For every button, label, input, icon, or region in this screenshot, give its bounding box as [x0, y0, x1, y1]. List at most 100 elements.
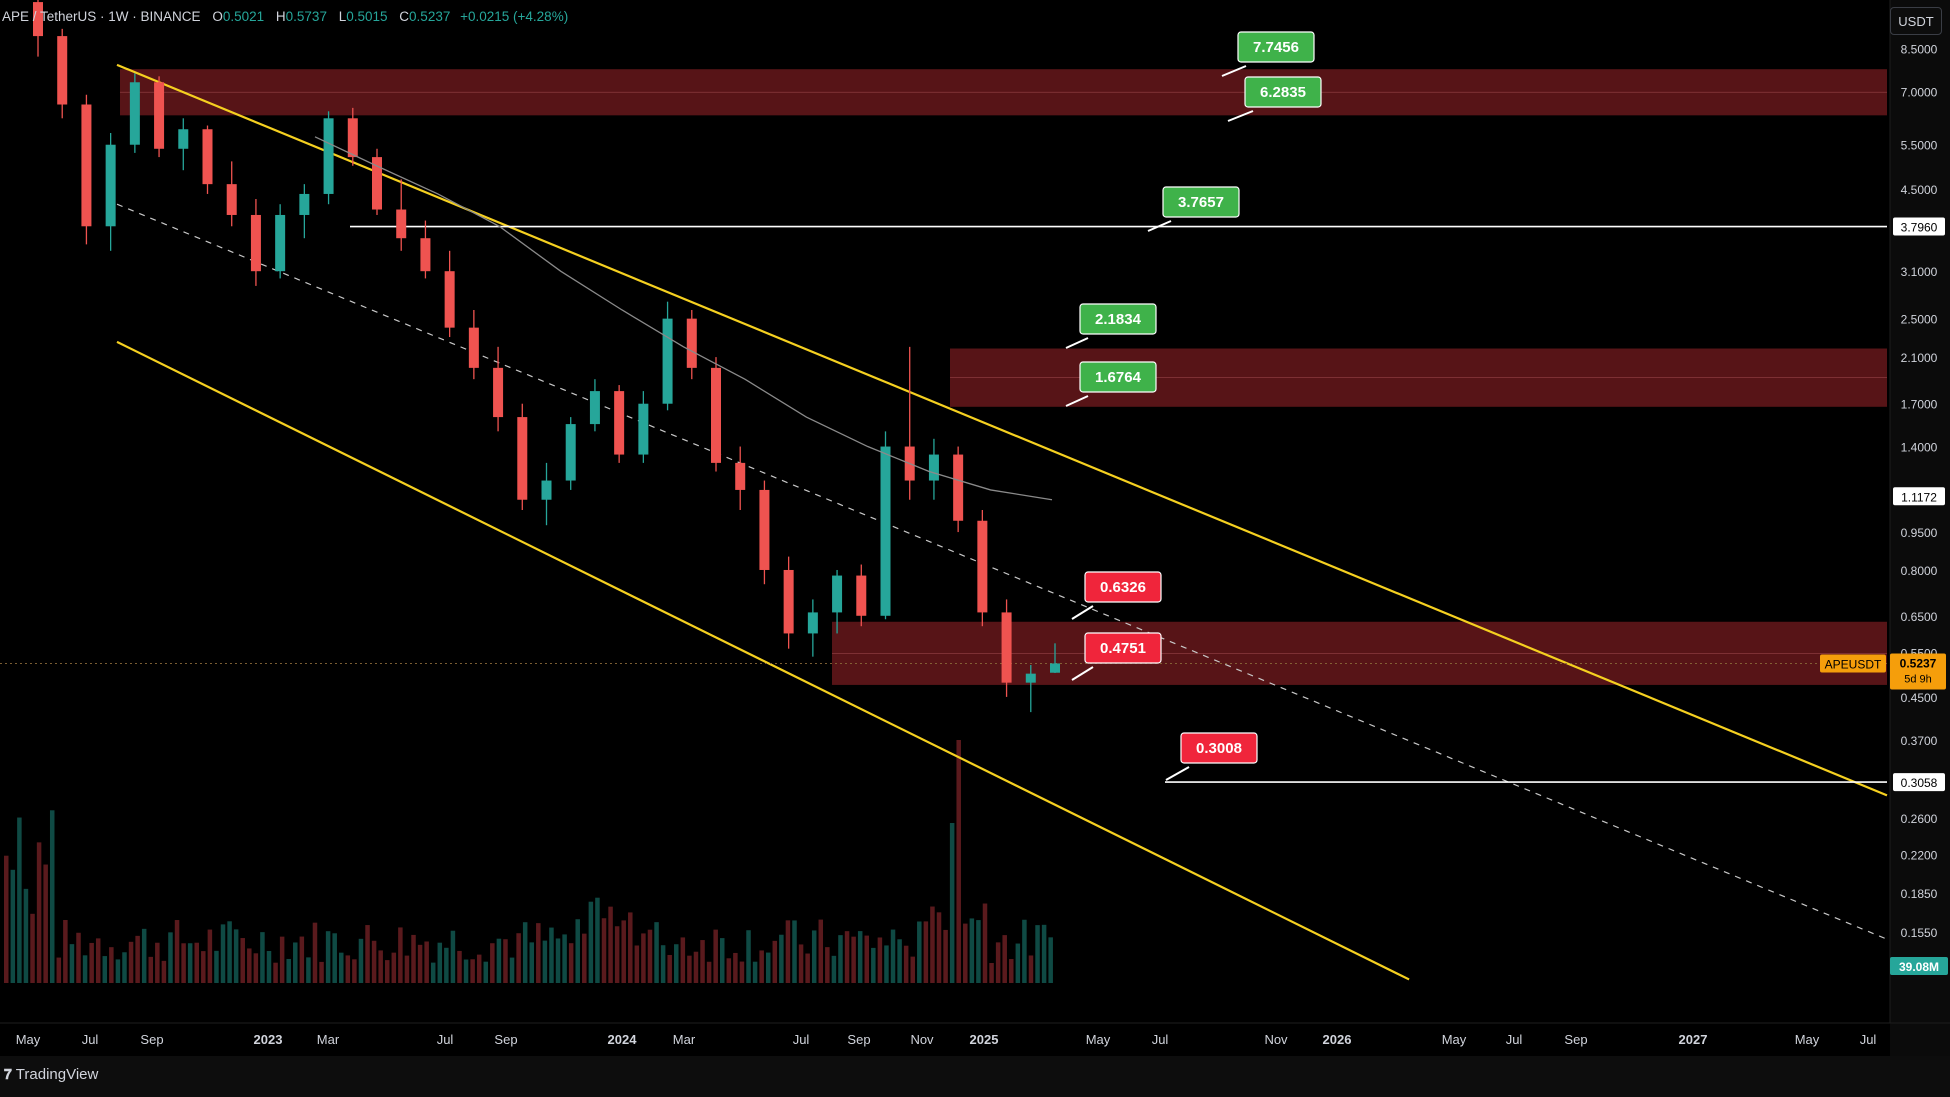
low-label: L: [338, 9, 347, 24]
currency-button[interactable]: USDT: [1890, 7, 1942, 35]
candle-body[interactable]: [81, 104, 92, 227]
callout-label: 0.3008: [1196, 740, 1242, 757]
volume-bar: [325, 931, 331, 983]
time-axis-label: Nov: [910, 1032, 934, 1047]
candle-body[interactable]: [33, 2, 43, 37]
candle-body[interactable]: [928, 454, 939, 481]
candle-body[interactable]: [589, 391, 600, 425]
candle-body[interactable]: [493, 367, 504, 418]
candle-body[interactable]: [807, 612, 818, 634]
volume-bar: [903, 945, 909, 983]
callout-label: 0.6326: [1100, 579, 1146, 596]
candle-body[interactable]: [275, 214, 286, 272]
time-axis-label: Jul: [793, 1032, 810, 1047]
candle-body[interactable]: [783, 569, 794, 634]
volume-bar: [772, 940, 778, 983]
price-target-callout[interactable]: [1084, 632, 1162, 664]
candle-body[interactable]: [372, 157, 382, 210]
volume-bar: [411, 934, 416, 983]
candle-body[interactable]: [1050, 663, 1060, 673]
price-target-callout[interactable]: [1084, 571, 1162, 603]
price-target-callout[interactable]: [1244, 76, 1322, 108]
candle-body[interactable]: [323, 118, 334, 194]
volume-bar: [779, 934, 784, 983]
candle-body[interactable]: [250, 214, 261, 272]
price-target-callout[interactable]: [1237, 31, 1315, 63]
volume-bar: [516, 933, 521, 983]
candle-body[interactable]: [711, 367, 721, 463]
candle-body[interactable]: [565, 424, 576, 481]
candle-body[interactable]: [662, 318, 673, 404]
volume-bar: [713, 929, 718, 983]
candle-body[interactable]: [1025, 673, 1036, 683]
callout-label: 3.7657: [1178, 194, 1224, 211]
price-axis-label: 1.7000: [1901, 398, 1938, 412]
channel-lower-line: [116, 340, 1410, 981]
candle-body[interactable]: [105, 144, 116, 227]
candle-body[interactable]: [759, 489, 770, 570]
candle-body[interactable]: [202, 129, 213, 185]
price-target-callout[interactable]: [1079, 361, 1157, 393]
volume-bar: [194, 942, 199, 983]
volume-bar: [555, 938, 561, 983]
volume-bar: [247, 948, 252, 983]
candle-body[interactable]: [468, 327, 479, 368]
candle-body[interactable]: [57, 36, 68, 105]
candle-body[interactable]: [686, 318, 697, 368]
time-axis-label: Jul: [1152, 1032, 1169, 1047]
candle-body[interactable]: [638, 403, 649, 455]
volume-bar: [470, 959, 475, 983]
callout-pointer: [1227, 110, 1254, 122]
callout-pointer: [1071, 605, 1094, 620]
volume-bar: [575, 919, 580, 983]
tradingview-brand[interactable]: 𝟕 TradingView: [4, 1066, 98, 1083]
price-axis-label: 0.3058: [1901, 776, 1938, 790]
time-axis-label: May: [16, 1032, 41, 1047]
candle-body[interactable]: [517, 417, 528, 500]
volume-bar: [1028, 955, 1034, 983]
volume-bar: [601, 918, 607, 983]
candle-body[interactable]: [178, 129, 189, 149]
candle-body[interactable]: [1001, 612, 1012, 683]
volume-bar: [457, 950, 462, 983]
volume-bar: [352, 959, 357, 983]
volume-bar: [345, 955, 351, 983]
candle-body[interactable]: [614, 391, 625, 455]
candle-body[interactable]: [226, 184, 237, 215]
candle-body[interactable]: [299, 193, 310, 215]
close-label: C: [399, 9, 410, 24]
candle-body[interactable]: [541, 480, 552, 500]
candle-body[interactable]: [420, 238, 431, 272]
volume-bar: [43, 864, 48, 983]
price-axis-panel: [1890, 0, 1950, 1056]
candle-body[interactable]: [444, 271, 455, 328]
candle-body[interactable]: [856, 575, 867, 616]
volume-bar: [562, 934, 567, 983]
candle-body[interactable]: [396, 209, 407, 239]
candle-body[interactable]: [154, 82, 165, 149]
candle-body[interactable]: [129, 82, 140, 145]
volume-bar: [312, 922, 318, 983]
close-value: 0.5237: [409, 9, 451, 24]
price-target-callout[interactable]: [1162, 186, 1240, 218]
volume-bar: [936, 912, 942, 983]
candle-body[interactable]: [977, 520, 988, 613]
channel-mid-line: [116, 203, 1888, 940]
callout-pointer: [1065, 337, 1089, 349]
volume-bar: [1048, 937, 1053, 983]
candle-body[interactable]: [832, 575, 843, 613]
volume-bar: [82, 955, 88, 983]
volume-bar: [155, 942, 160, 983]
volume-bar: [391, 952, 397, 983]
price-target-callout[interactable]: [1079, 303, 1157, 335]
symbol-title[interactable]: APE / TetherUS · 1W · BINANCE: [2, 9, 201, 24]
candle-body[interactable]: [880, 446, 891, 616]
candle-body[interactable]: [347, 118, 358, 158]
volume-bar: [923, 921, 929, 983]
candle-body[interactable]: [735, 462, 746, 490]
volume-bar: [503, 939, 508, 983]
price-target-callout[interactable]: [1180, 732, 1258, 764]
callout-label: 0.4751: [1100, 640, 1146, 657]
candle-body[interactable]: [953, 454, 964, 521]
